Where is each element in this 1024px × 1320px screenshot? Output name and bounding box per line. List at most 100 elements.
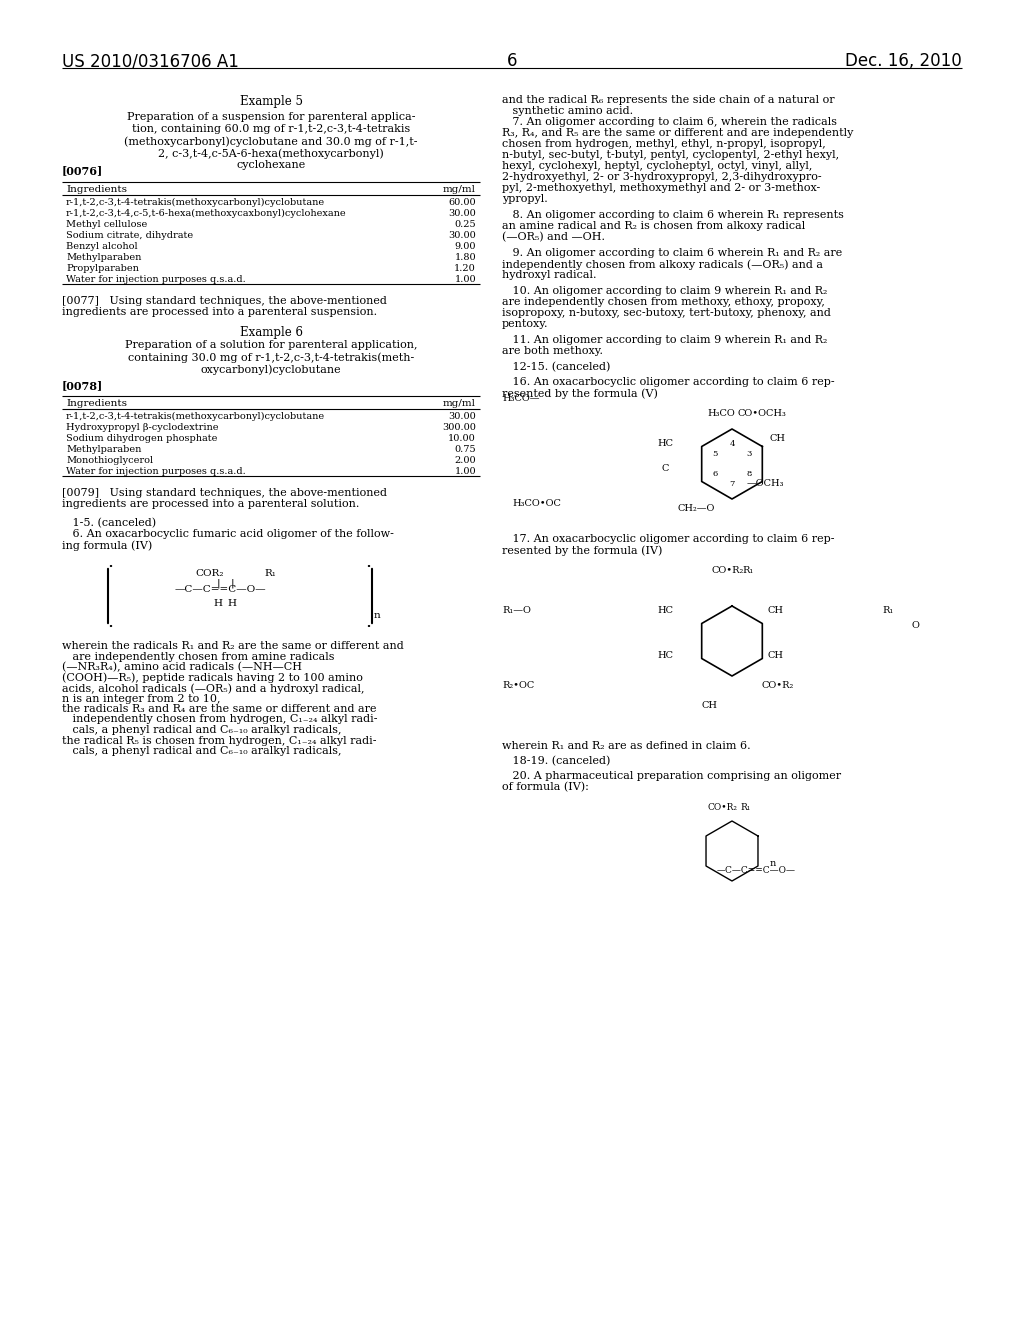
Text: R₁: R₁ xyxy=(742,566,754,576)
Text: 1.20: 1.20 xyxy=(455,264,476,273)
Text: [0079]   Using standard techniques, the above-mentioned: [0079] Using standard techniques, the ab… xyxy=(62,488,387,498)
Text: the radical R₅ is chosen from hydrogen, C₁₋₂₄ alkyl radi-: the radical R₅ is chosen from hydrogen, … xyxy=(62,735,377,746)
Text: 8. An oligomer according to claim 6 wherein R₁ represents: 8. An oligomer according to claim 6 wher… xyxy=(502,210,844,220)
Text: 6: 6 xyxy=(507,51,517,70)
Text: 11. An oligomer according to claim 9 wherein R₁ and R₂: 11. An oligomer according to claim 9 whe… xyxy=(502,335,827,345)
Text: r-1,t-2,c-3,t-4-tetrakis(methoxycarbonyl)cyclobutane: r-1,t-2,c-3,t-4-tetrakis(methoxycarbonyl… xyxy=(66,198,326,207)
Text: the radicals R₃ and R₄ are the same or different and are: the radicals R₃ and R₄ are the same or d… xyxy=(62,704,377,714)
Text: Monothioglycerol: Monothioglycerol xyxy=(66,455,154,465)
Text: resented by the formula (IV): resented by the formula (IV) xyxy=(502,545,663,556)
Text: (methoxycarbonyl)cyclobutane and 30.0 mg of r-1,t-: (methoxycarbonyl)cyclobutane and 30.0 mg… xyxy=(124,136,418,147)
Text: are both methoxy.: are both methoxy. xyxy=(502,346,603,356)
Text: Water for injection purposes q.s.a.d.: Water for injection purposes q.s.a.d. xyxy=(66,275,246,284)
Text: HC: HC xyxy=(657,651,673,660)
Text: Methylparaben: Methylparaben xyxy=(66,253,141,261)
Text: tion, containing 60.0 mg of r-1,t-2,c-3,t-4-tetrakis: tion, containing 60.0 mg of r-1,t-2,c-3,… xyxy=(132,124,411,135)
Text: 30.00: 30.00 xyxy=(449,412,476,421)
Text: 17. An oxacarbocyclic oligomer according to claim 6 rep-: 17. An oxacarbocyclic oligomer according… xyxy=(502,535,835,544)
Text: H₃CO: H₃CO xyxy=(707,409,735,418)
Text: Propylparaben: Propylparaben xyxy=(66,264,139,273)
Text: [0078]: [0078] xyxy=(62,380,103,391)
Text: are independently chosen from methoxy, ethoxy, propoxy,: are independently chosen from methoxy, e… xyxy=(502,297,825,308)
Text: Example 5: Example 5 xyxy=(240,95,302,108)
Text: Hydroxypropyl β-cyclodextrine: Hydroxypropyl β-cyclodextrine xyxy=(66,422,218,432)
Text: H: H xyxy=(213,599,222,609)
Text: Benzyl alcohol: Benzyl alcohol xyxy=(66,242,137,251)
Text: (—NR₃R₄), amino acid radicals (—NH—CH: (—NR₃R₄), amino acid radicals (—NH—CH xyxy=(62,663,302,672)
Text: cals, a phenyl radical and C₆₋₁₀ aralkyl radicals,: cals, a phenyl radical and C₆₋₁₀ aralkyl… xyxy=(62,746,341,756)
Text: 300.00: 300.00 xyxy=(442,422,476,432)
Text: 2.00: 2.00 xyxy=(455,455,476,465)
Text: 7. An oligomer according to claim 6, wherein the radicals: 7. An oligomer according to claim 6, whe… xyxy=(502,117,837,127)
Text: Sodium dihydrogen phosphate: Sodium dihydrogen phosphate xyxy=(66,434,217,444)
Text: H₃CO—: H₃CO— xyxy=(502,393,540,403)
Text: Preparation of a suspension for parenteral applica-: Preparation of a suspension for parenter… xyxy=(127,112,416,121)
Text: Ingredients: Ingredients xyxy=(66,185,127,194)
Text: pyl, 2-methoxyethyl, methoxymethyl and 2- or 3-methox-: pyl, 2-methoxyethyl, methoxymethyl and 2… xyxy=(502,183,820,193)
Text: 2-hydroxyethyl, 2- or 3-hydroxypropyl, 2,3-dihydroxypro-: 2-hydroxyethyl, 2- or 3-hydroxypropyl, 2… xyxy=(502,172,821,182)
Text: 3: 3 xyxy=(746,450,752,458)
Text: r-1,t-2,c-3,t-4-tetrakis(methoxycarbonyl)cyclobutane: r-1,t-2,c-3,t-4-tetrakis(methoxycarbonyl… xyxy=(66,412,326,421)
Text: hydroxyl radical.: hydroxyl radical. xyxy=(502,271,597,280)
Text: 2, c-3,t-4,c-5A-6-hexa(methoxycarbonyl): 2, c-3,t-4,c-5A-6-hexa(methoxycarbonyl) xyxy=(158,148,384,158)
Text: synthetic amino acid.: synthetic amino acid. xyxy=(502,106,633,116)
Text: chosen from hydrogen, methyl, ethyl, n-propyl, isopropyl,: chosen from hydrogen, methyl, ethyl, n-p… xyxy=(502,139,825,149)
Text: R₁: R₁ xyxy=(740,803,751,812)
Text: 8: 8 xyxy=(746,470,752,478)
Text: containing 30.0 mg of r-1,t-2,c-3,t-4-tetrakis(meth-: containing 30.0 mg of r-1,t-2,c-3,t-4-te… xyxy=(128,352,414,363)
Text: 0.75: 0.75 xyxy=(455,445,476,454)
Text: r-1,t-2,c-3,t-4,c-5,t-6-hexa(methoxycaxbonyl)cyclohexane: r-1,t-2,c-3,t-4,c-5,t-6-hexa(methoxycaxb… xyxy=(66,209,347,218)
Text: 9. An oligomer according to claim 6 wherein R₁ and R₂ are: 9. An oligomer according to claim 6 wher… xyxy=(502,248,843,257)
Text: C: C xyxy=(662,465,670,473)
Text: CH: CH xyxy=(767,651,783,660)
Text: HC: HC xyxy=(657,606,673,615)
Text: H₃CO•OC: H₃CO•OC xyxy=(512,499,561,508)
Text: are independently chosen from amine radicals: are independently chosen from amine radi… xyxy=(62,652,335,661)
Text: ypropyl.: ypropyl. xyxy=(502,194,548,205)
Text: 7: 7 xyxy=(729,480,734,488)
Text: 16. An oxacarbocyclic oligomer according to claim 6 rep-: 16. An oxacarbocyclic oligomer according… xyxy=(502,378,835,387)
Text: R₁: R₁ xyxy=(264,569,275,578)
Text: R₂•OC: R₂•OC xyxy=(502,681,535,690)
Text: pentoxy.: pentoxy. xyxy=(502,319,549,329)
Text: 20. A pharmaceutical preparation comprising an oligomer: 20. A pharmaceutical preparation compris… xyxy=(502,771,841,781)
Text: 30.00: 30.00 xyxy=(449,209,476,218)
Text: —OCH₃: —OCH₃ xyxy=(746,479,784,488)
Text: 1-5. (canceled): 1-5. (canceled) xyxy=(62,517,156,528)
Text: CO•R₂: CO•R₂ xyxy=(762,681,795,690)
Text: 12-15. (canceled): 12-15. (canceled) xyxy=(502,362,610,372)
Text: |: | xyxy=(230,579,233,589)
Text: 18-19. (canceled): 18-19. (canceled) xyxy=(502,756,610,767)
Text: (COOH)—R₅), peptide radicals having 2 to 100 amino: (COOH)—R₅), peptide radicals having 2 to… xyxy=(62,672,362,682)
Text: Dec. 16, 2010: Dec. 16, 2010 xyxy=(845,51,962,70)
Text: 9.00: 9.00 xyxy=(455,242,476,251)
Text: Water for injection purposes q.s.a.d.: Water for injection purposes q.s.a.d. xyxy=(66,467,246,477)
Text: wherein R₁ and R₂ are as defined in claim 6.: wherein R₁ and R₂ are as defined in clai… xyxy=(502,741,751,751)
Text: 1.00: 1.00 xyxy=(455,275,476,284)
Text: Preparation of a solution for parenteral application,: Preparation of a solution for parenteral… xyxy=(125,341,417,350)
Text: H: H xyxy=(227,599,237,609)
Text: CH: CH xyxy=(767,606,783,615)
Text: cals, a phenyl radical and C₆₋₁₀ aralkyl radicals,: cals, a phenyl radical and C₆₋₁₀ aralkyl… xyxy=(62,725,341,735)
Text: 60.00: 60.00 xyxy=(449,198,476,207)
Text: wherein the radicals R₁ and R₂ are the same or different and: wherein the radicals R₁ and R₂ are the s… xyxy=(62,642,403,651)
Text: 1.80: 1.80 xyxy=(455,253,476,261)
Text: CH: CH xyxy=(702,701,718,710)
Text: ing formula (IV): ing formula (IV) xyxy=(62,540,153,550)
Text: n is an integer from 2 to 10,: n is an integer from 2 to 10, xyxy=(62,693,220,704)
Text: 1.00: 1.00 xyxy=(455,467,476,477)
Text: COR₂: COR₂ xyxy=(196,569,224,578)
Text: oxycarbonyl)cyclobutane: oxycarbonyl)cyclobutane xyxy=(201,364,341,375)
Text: R₃, R₄, and R₅ are the same or different and are independently: R₃, R₄, and R₅ are the same or different… xyxy=(502,128,853,139)
Text: mg/ml: mg/ml xyxy=(443,185,476,194)
Text: n-butyl, sec-butyl, t-butyl, pentyl, cyclopentyl, 2-ethyl hexyl,: n-butyl, sec-butyl, t-butyl, pentyl, cyc… xyxy=(502,150,839,160)
Text: cyclohexane: cyclohexane xyxy=(237,160,305,170)
Text: mg/ml: mg/ml xyxy=(443,399,476,408)
Text: CO•R₂: CO•R₂ xyxy=(707,803,737,812)
Text: Methyl cellulose: Methyl cellulose xyxy=(66,220,147,228)
Text: —C—C==C—O—: —C—C==C—O— xyxy=(174,585,266,594)
Text: [0076]: [0076] xyxy=(62,165,103,176)
Text: resented by the formula (V): resented by the formula (V) xyxy=(502,388,657,399)
Text: —C—C==C—O—: —C—C==C—O— xyxy=(717,866,796,875)
Text: O: O xyxy=(912,620,920,630)
